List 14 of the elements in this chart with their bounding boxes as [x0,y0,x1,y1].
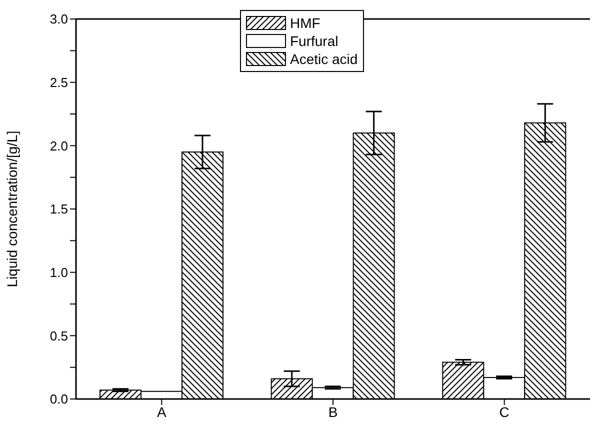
legend-label: Furfural [290,33,338,49]
y-axis-title: Liquid concentration/[g/L] [4,130,20,288]
y-tick-label: 2.5 [50,74,68,90]
x-tick-label: B [328,404,338,420]
x-tick-label: A [156,404,167,420]
y-tick-label: 0.0 [50,392,68,407]
y-tick-label: 1.5 [50,202,68,217]
y-tick-label: 1.0 [50,264,68,280]
y-tick-label: 0.5 [50,328,68,344]
y-tick-label: 2.0 [50,138,68,154]
legend-label: HMF [290,15,320,31]
x-tick-label: C [499,404,510,420]
y-tick-label: 3.0 [50,12,68,27]
legend-label: Acetic acid [290,51,358,67]
